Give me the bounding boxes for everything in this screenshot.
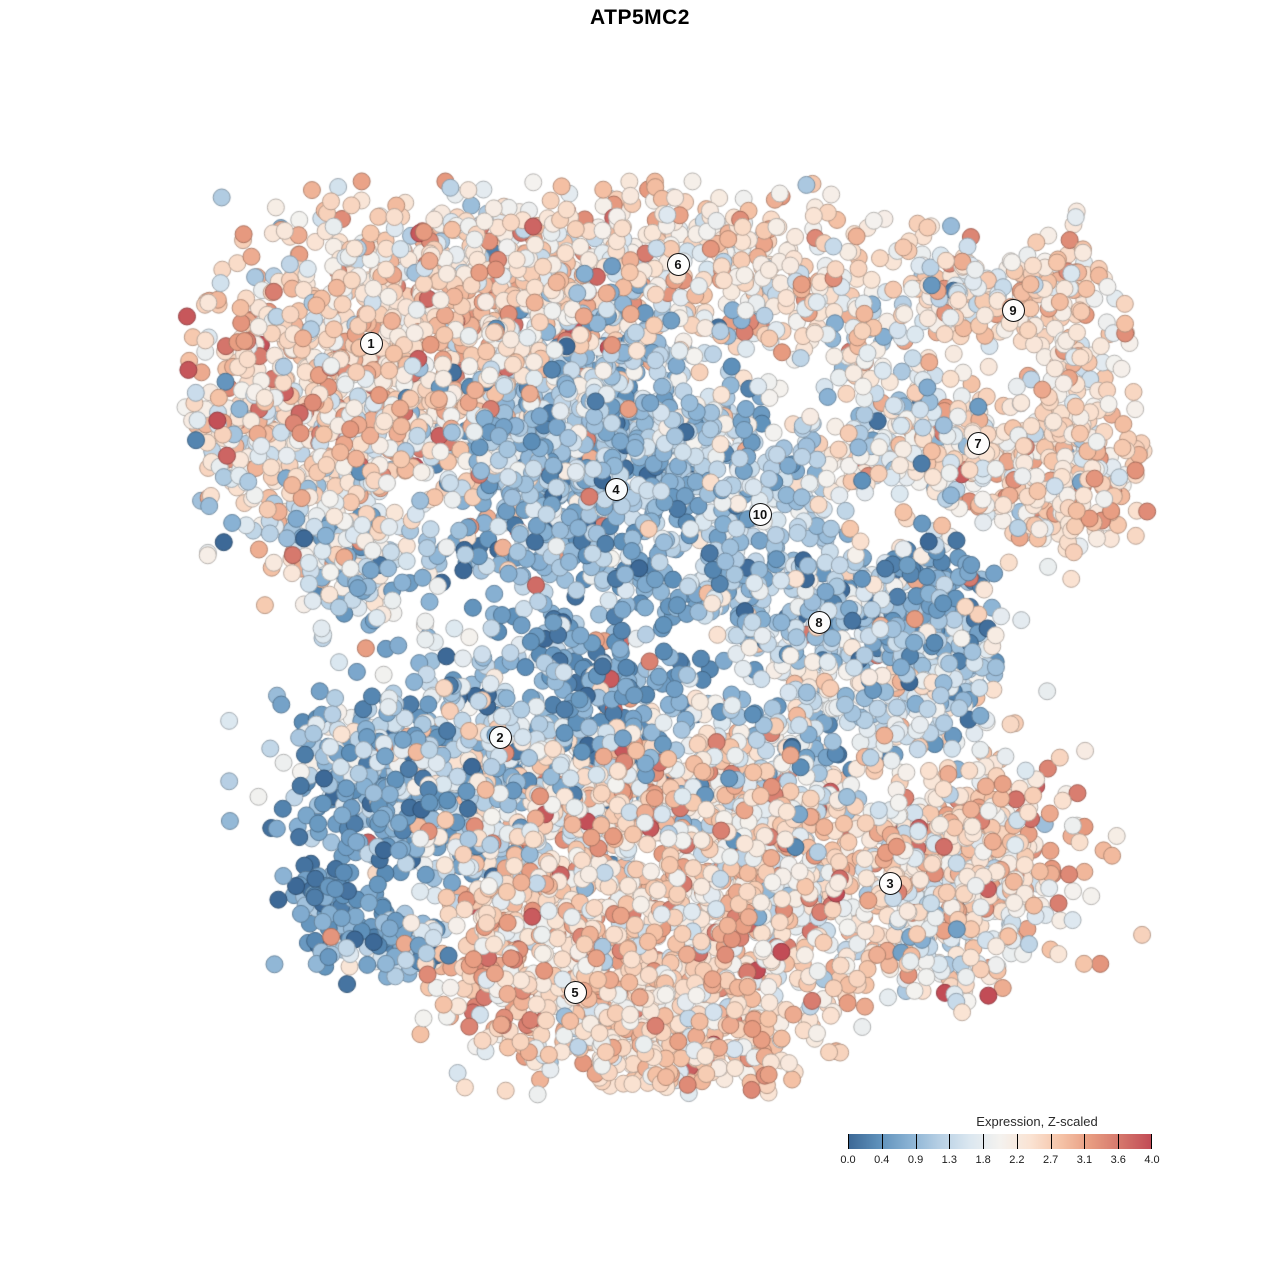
legend-tick-label: 2.2 — [1009, 1154, 1025, 1166]
legend-tick-label: 3.1 — [1076, 1154, 1093, 1166]
legend-tick-label: 3.6 — [1110, 1154, 1126, 1166]
legend-tick-label: 0.0 — [840, 1154, 856, 1166]
cluster-label-4: 4 — [604, 477, 628, 501]
legend-title: Expression, Z-scaled — [976, 1114, 1098, 1129]
legend-tick — [915, 1134, 917, 1149]
legend-tick — [881, 1134, 883, 1149]
legend-tick-label: 4.0 — [1144, 1154, 1160, 1166]
legend-tick — [983, 1134, 985, 1149]
cluster-label-10: 10 — [748, 502, 772, 526]
cluster-label-1: 1 — [359, 331, 383, 355]
cluster-label-8: 8 — [807, 610, 831, 634]
legend-tick — [1151, 1134, 1152, 1149]
legend-tick — [848, 1134, 849, 1149]
expression-colorbar-legend: Expression, Z-scaled 0.0 0.4 0.9 1.3 1.8 2.2 2… — [840, 1114, 1159, 1170]
legend-tick-label: 0.9 — [907, 1154, 924, 1166]
legend-tick — [949, 1134, 951, 1149]
legend-tick-label: 0.4 — [874, 1154, 890, 1166]
legend-tick — [1016, 1134, 1018, 1149]
legend-tick — [1118, 1134, 1120, 1149]
cluster-label-9: 9 — [1001, 298, 1025, 322]
colorbar — [848, 1134, 1152, 1149]
cluster-label-6: 6 — [666, 252, 690, 276]
cluster-label-5: 5 — [563, 980, 587, 1004]
cluster-label-2: 2 — [488, 725, 512, 749]
legend-tick-label: 1.3 — [941, 1154, 957, 1166]
legend-tick — [1084, 1134, 1086, 1149]
cluster-label-3: 3 — [878, 871, 902, 895]
legend-tick-label: 1.8 — [975, 1154, 991, 1166]
legend-tick — [1050, 1134, 1052, 1149]
cluster-label-7: 7 — [966, 431, 990, 455]
legend-tick-label: 2.7 — [1043, 1154, 1059, 1166]
